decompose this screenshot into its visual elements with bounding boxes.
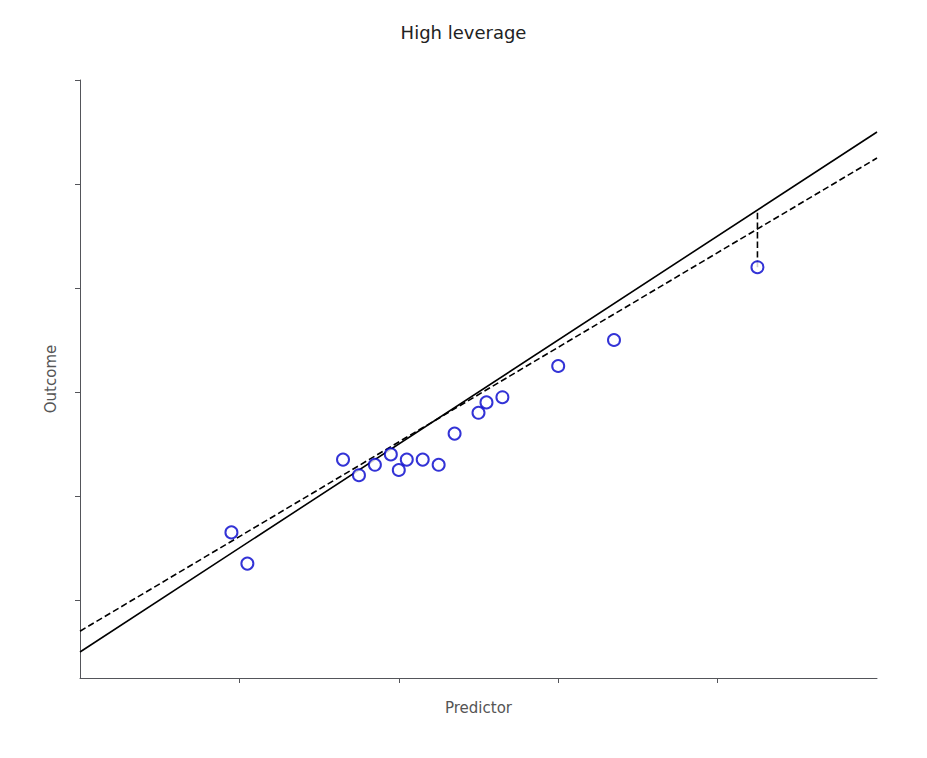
- svg-text:Predictor: Predictor: [445, 699, 513, 717]
- svg-text:Outcome: Outcome: [42, 345, 60, 413]
- svg-text:High leverage: High leverage: [401, 22, 527, 43]
